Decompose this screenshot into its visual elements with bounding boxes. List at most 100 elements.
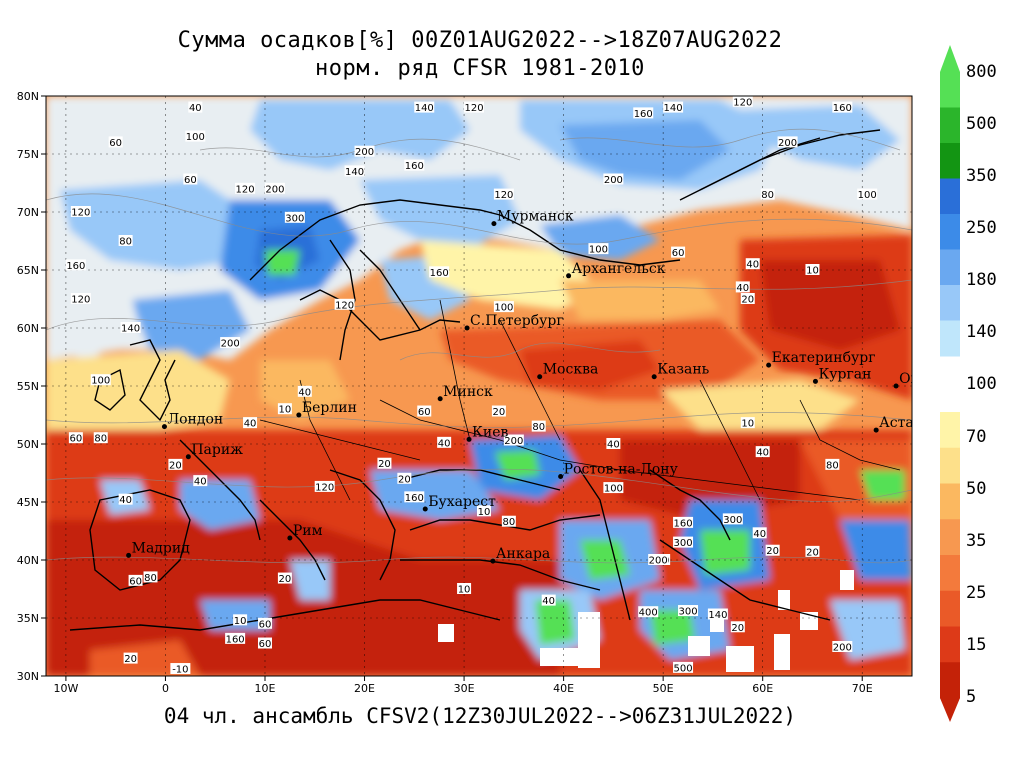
contour-label-bg <box>93 432 108 444</box>
colorbar-label: 500 <box>966 114 997 134</box>
city-label: Екатеринбург <box>772 350 876 366</box>
colorbar-bottom-arrow <box>940 698 960 722</box>
city-label: Лондон <box>167 412 223 428</box>
contour-label-bg <box>344 165 365 177</box>
x-tick-label: 70E <box>852 682 873 695</box>
contour-label: 20 <box>169 460 182 471</box>
contour-label-bg <box>377 457 392 469</box>
contour-label-bg <box>118 493 133 505</box>
contour-label: 400 <box>639 608 658 619</box>
contour-label-bg <box>663 101 684 113</box>
contour-label: 20 <box>398 474 411 485</box>
contour-label-bg <box>437 436 452 448</box>
contour-label-bg <box>606 438 621 449</box>
city-dot <box>490 558 496 564</box>
colorbar-swatch <box>940 519 960 556</box>
contour-label: 20 <box>731 623 744 634</box>
city-label: Курган <box>818 366 871 382</box>
contour-label-bg <box>648 554 669 565</box>
contour-label-bg <box>284 211 305 223</box>
contour-label: 200 <box>604 175 623 186</box>
contour-label-bg <box>740 417 755 429</box>
contour-label-bg <box>857 188 878 200</box>
colorbar-swatch <box>940 143 960 179</box>
contour-label-bg <box>334 298 355 310</box>
y-tick-label: 30N <box>17 670 39 683</box>
y-tick-label: 70N <box>17 206 39 219</box>
colorbar-label: 250 <box>966 218 997 238</box>
missing-data-patches <box>438 570 854 672</box>
city-dot <box>161 424 167 430</box>
contour-label: 200 <box>504 436 523 447</box>
contour-label: 80 <box>826 460 839 471</box>
contour-label-bg <box>314 480 335 492</box>
contour-label-bg <box>638 606 659 618</box>
contour-label-bg <box>193 475 208 487</box>
contour-label: 60 <box>672 248 685 259</box>
city-dot <box>437 396 443 402</box>
y-tick-label: 40N <box>17 554 39 567</box>
colorbar-swatch <box>940 483 960 520</box>
contour-label: 40 <box>438 438 451 449</box>
contour-label-bg <box>220 337 241 349</box>
contour-label: 120 <box>71 208 90 219</box>
contour-label-bg <box>185 130 206 142</box>
contour-label: 10 <box>279 405 292 416</box>
x-tick-label: 20E <box>354 682 375 695</box>
city-dot <box>651 374 657 380</box>
contour-label: 200 <box>221 339 240 350</box>
colorbar-swatch <box>940 447 960 484</box>
contour-label-bg <box>264 182 285 194</box>
colorbar-swatch <box>940 107 960 144</box>
colorbar-swatch <box>940 626 960 663</box>
city-markers: Мурманск Архангельск С.Петербург Москва Каза… <box>126 209 912 564</box>
chart-subtitle: норм. ряд CFSR 1981-2010 <box>315 56 645 81</box>
contour-label: 80 <box>94 434 107 445</box>
contour-label: 40 <box>119 495 132 506</box>
contour-label: 80 <box>761 190 774 201</box>
colorbar-swatch <box>940 285 960 321</box>
contour-label-bg <box>235 182 256 194</box>
contour-label-bg <box>404 491 425 503</box>
colorbar-top-arrow <box>940 45 960 72</box>
contour-label: 80 <box>532 422 545 433</box>
contour-label-bg <box>735 281 750 293</box>
contour-label-bg <box>243 417 258 429</box>
contour-label-bg <box>70 293 91 304</box>
contour-label: 20 <box>766 546 779 557</box>
contour-label: 140 <box>708 610 727 621</box>
contour-label: 100 <box>494 303 513 314</box>
contour-label: 60 <box>109 138 122 149</box>
contour-label: 100 <box>604 484 623 495</box>
contour-label-bg <box>671 246 686 258</box>
contour-label: 200 <box>833 643 852 654</box>
colorbar <box>940 45 960 722</box>
contour-label-bg <box>730 621 745 633</box>
contour-label-bg <box>603 173 624 185</box>
city-dot <box>766 362 772 368</box>
contour-label-bg <box>143 571 158 583</box>
contour-label: 60 <box>69 434 82 445</box>
colorbar-swatch <box>940 590 960 627</box>
contour-label: 160 <box>833 103 852 114</box>
contour-label: 40 <box>542 596 555 607</box>
x-tick-label: 30E <box>454 682 475 695</box>
contour-label-bg <box>457 583 472 594</box>
contour-label-bg <box>493 188 514 200</box>
contour-label-bg <box>476 505 491 517</box>
contour-label-bg <box>760 188 775 200</box>
map-field: 40 140 120 160 140 120 160 100 60 200 200 160 140 60 1… <box>46 96 912 676</box>
city-dot <box>893 383 899 389</box>
city-dot <box>464 325 470 331</box>
colorbar-label: 70 <box>966 427 987 447</box>
contour-label-bg <box>257 617 272 629</box>
contour-label-bg <box>118 235 133 246</box>
contour-label: 60 <box>129 576 142 587</box>
contour-label: 20 <box>493 407 506 418</box>
contour-label-bg <box>188 101 203 113</box>
contour-label: 160 <box>430 268 449 279</box>
contour-label-bg <box>805 264 820 275</box>
contour-label: 140 <box>415 103 434 114</box>
contour-label: 140 <box>121 324 140 335</box>
contour-label-bg <box>722 513 743 525</box>
